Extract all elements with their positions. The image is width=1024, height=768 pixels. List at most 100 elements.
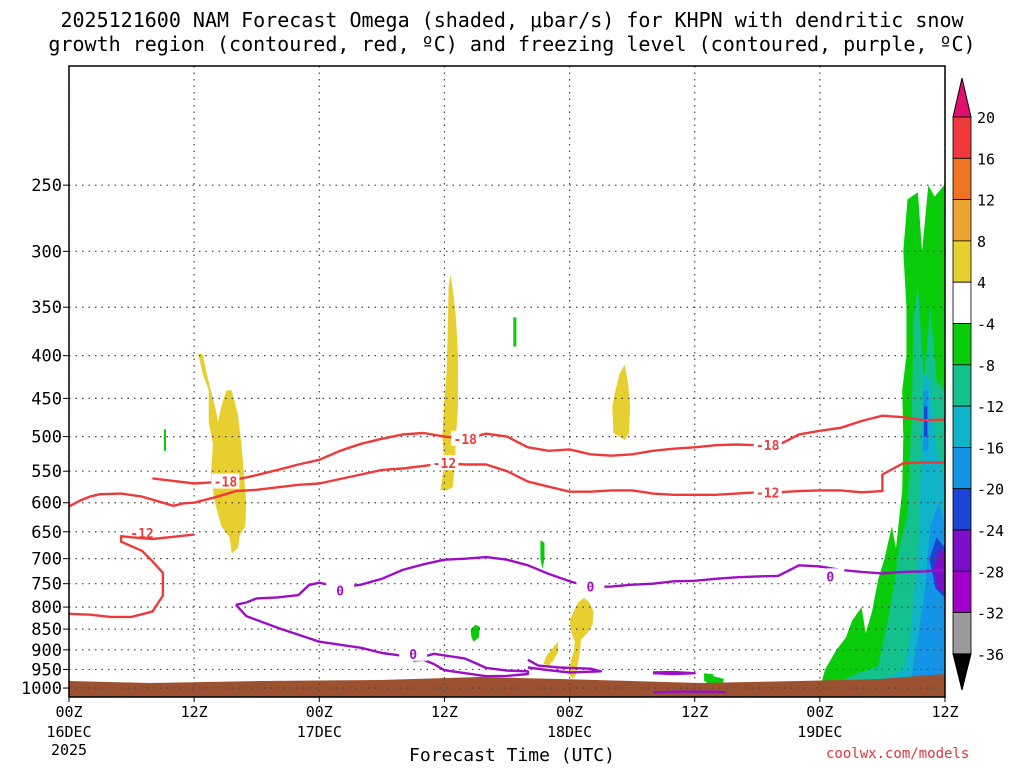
y-tick-label-350: 350 bbox=[31, 298, 62, 318]
contour-3 bbox=[235, 555, 946, 606]
colorbar-swatch-0 bbox=[952, 116, 972, 159]
contour-label-3-1: 0 bbox=[587, 581, 595, 596]
x-tick-label-4: 00Z bbox=[556, 703, 583, 721]
colorbar-label-6: -8 bbox=[977, 357, 995, 375]
contour-1 bbox=[68, 461, 945, 508]
x-tick-label-0: 00Z bbox=[55, 703, 82, 721]
omega-shade-up-4-8-h46 bbox=[543, 641, 559, 666]
y-tick-label-600: 600 bbox=[31, 494, 62, 514]
y-tick-label-750: 750 bbox=[31, 575, 62, 595]
plot-frame bbox=[68, 65, 946, 698]
x-tick-label-7: 12Z bbox=[931, 703, 958, 721]
colorbar-swatch-1 bbox=[952, 157, 972, 201]
y-tick-label-450: 450 bbox=[31, 389, 62, 409]
contour-label-3-0: 0 bbox=[336, 584, 344, 599]
y-tick-label-550: 550 bbox=[31, 462, 62, 482]
colorbar-label-1: 16 bbox=[977, 150, 995, 168]
x-tick-date-2: 17DEC bbox=[297, 723, 342, 741]
colorbar-label-0: 20 bbox=[977, 109, 995, 127]
y-tick-label-250: 250 bbox=[31, 176, 62, 196]
colorbar-bottom-arrow bbox=[952, 653, 972, 691]
contour-label-bg-4-0 bbox=[399, 645, 428, 661]
omega-shade-down-green-h42 bbox=[513, 317, 517, 347]
y-tick-label-700: 700 bbox=[31, 550, 62, 570]
y-tick-label-500: 500 bbox=[31, 428, 62, 448]
colorbar-label-13: -36 bbox=[977, 646, 1004, 664]
y-tick-label-900: 900 bbox=[31, 641, 62, 661]
colorbar-label-4: 4 bbox=[977, 274, 986, 292]
colorbar-swatch-4 bbox=[952, 281, 972, 324]
contour-label-bg-3-1 bbox=[576, 578, 605, 594]
x-tick-label-6: 00Z bbox=[806, 703, 833, 721]
contour-label-1-2: -12 bbox=[756, 486, 779, 501]
contour-2 bbox=[68, 533, 195, 619]
x-tick-date-6: 19DEC bbox=[797, 723, 842, 741]
contour-label-bg-3-0 bbox=[326, 582, 355, 598]
y-tick-label-400: 400 bbox=[31, 347, 62, 367]
colorbar-swatch-9 bbox=[952, 488, 972, 531]
y-tick-label-800: 800 bbox=[31, 598, 62, 618]
colorbar-label-5: -4 bbox=[977, 316, 995, 334]
colorbar-top-arrow bbox=[952, 77, 972, 118]
colorbar-label-7: -12 bbox=[977, 398, 1004, 416]
colorbar-swatch-12 bbox=[952, 612, 972, 655]
omega-shade-up-4-8-h13 bbox=[198, 353, 247, 554]
x-tick-year-0: 2025 bbox=[51, 741, 87, 759]
contour-4 bbox=[235, 603, 530, 678]
colorbar-swatch-11 bbox=[952, 570, 972, 613]
contour-label-0-0: -18 bbox=[214, 476, 238, 491]
contour-label-bg-0-1 bbox=[451, 430, 480, 446]
y-tick-label-650: 650 bbox=[31, 523, 62, 543]
x-tick-label-1: 12Z bbox=[181, 703, 208, 721]
omega-shade-down-green-h45 bbox=[540, 540, 545, 569]
colorbar-swatch-8 bbox=[952, 446, 972, 490]
contour-6 bbox=[652, 670, 696, 676]
x-tick-label-2: 00Z bbox=[306, 703, 333, 721]
y-tick-label-300: 300 bbox=[31, 242, 62, 262]
x-tick-date-4: 18DEC bbox=[547, 723, 592, 741]
contour-label-3-2: 0 bbox=[826, 570, 834, 585]
colorbar-swatch-7 bbox=[952, 405, 972, 448]
omega-shade-up-4-8-h48 bbox=[568, 597, 594, 679]
contour-label-bg-3-2 bbox=[816, 568, 845, 584]
site-credit[interactable]: coolwx.com/models bbox=[826, 746, 970, 762]
contour-label-bg-0-2 bbox=[753, 437, 782, 453]
contour-label-bg-0-0 bbox=[211, 473, 240, 489]
chart-title-line-1: 2025121600 NAM Forecast Omega (shaded, μ… bbox=[60, 8, 964, 32]
contour-5 bbox=[527, 658, 603, 674]
colorbar-swatch-6 bbox=[952, 364, 972, 407]
colorbar-label-2: 12 bbox=[977, 192, 995, 210]
y-tick-label-850: 850 bbox=[31, 620, 62, 640]
colorbar-label-11: -28 bbox=[977, 563, 1004, 581]
omega-shade-down-green-h38 bbox=[470, 624, 480, 642]
omega-shade-down-green-h61 bbox=[704, 673, 724, 685]
contour-label-0-1: -18 bbox=[454, 433, 478, 448]
x-tick-label-3: 12Z bbox=[431, 703, 458, 721]
colorbar-label-3: 8 bbox=[977, 233, 986, 251]
x-tick-date-0: 16DEC bbox=[46, 723, 91, 741]
contour-label-bg-1-1 bbox=[430, 455, 459, 471]
colorbar-label-9: -20 bbox=[977, 481, 1004, 499]
chart-title-line-2: growth region (contoured, red, ºC) and f… bbox=[48, 32, 976, 56]
x-axis-title: Forecast Time (UTC) bbox=[409, 745, 615, 766]
contour-label-4-0: 0 bbox=[409, 648, 417, 663]
x-tick-label-5: 12Z bbox=[681, 703, 708, 721]
contour-label-bg-1-0 bbox=[128, 524, 156, 540]
omega-shade-down-green-h9 bbox=[163, 429, 166, 451]
colorbar-swatch-2 bbox=[952, 199, 972, 242]
colorbar-swatch-3 bbox=[952, 240, 972, 283]
terrain-ground bbox=[69, 674, 945, 697]
contour-0 bbox=[152, 414, 946, 485]
contour-label-1-1: -12 bbox=[433, 457, 456, 472]
colorbar-label-12: -32 bbox=[977, 605, 1004, 623]
contour-label-0-2: -18 bbox=[756, 439, 780, 454]
colorbar-label-8: -16 bbox=[977, 439, 1004, 457]
colorbar-swatch-10 bbox=[952, 529, 972, 572]
y-tick-label-1000: 1000 bbox=[21, 679, 62, 699]
contour-label-bg-1-2 bbox=[753, 484, 782, 500]
contour-7 bbox=[652, 690, 727, 694]
omega-shade-up-4-8-h52 bbox=[612, 364, 631, 441]
omega-shade-down-navy2 bbox=[924, 406, 928, 437]
colorbar-label-10: -24 bbox=[977, 522, 1004, 540]
